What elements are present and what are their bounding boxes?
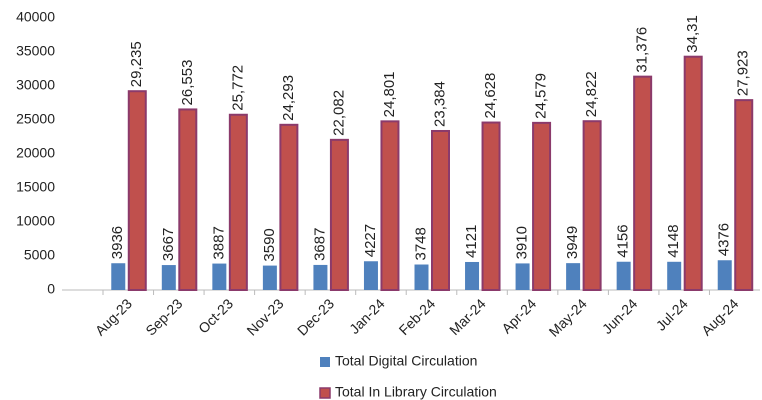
data-label: 4227 <box>362 224 379 257</box>
bar <box>380 120 400 292</box>
x-tick-label: Jun-24 <box>599 295 641 337</box>
bar <box>262 265 277 290</box>
bar <box>212 263 227 290</box>
x-tick-label: Jan-24 <box>346 295 388 337</box>
y-tick-label: 35000 <box>16 43 55 59</box>
y-tick-label: 25000 <box>16 111 55 127</box>
data-label: 3748 <box>412 227 429 260</box>
data-label: 26,553 <box>179 60 196 106</box>
data-label: 24,822 <box>583 71 600 117</box>
bar <box>414 264 429 290</box>
data-label: 24,579 <box>533 73 550 119</box>
bar <box>734 99 754 291</box>
legend-swatch <box>320 357 330 367</box>
bar <box>582 120 602 291</box>
x-tick-label: Dec-23 <box>294 295 337 338</box>
x-tick-label: Sep-23 <box>142 295 185 338</box>
bar <box>481 121 501 291</box>
legend-label: Total Digital Circulation <box>335 353 477 369</box>
data-label: 3887 <box>210 226 227 259</box>
bar <box>717 260 732 290</box>
x-tick-label: Aug-23 <box>92 295 135 338</box>
data-label: 24,628 <box>482 73 499 119</box>
data-label: 4148 <box>665 224 682 257</box>
x-tick-label: Oct-23 <box>195 295 236 336</box>
x-tick-label: Aug-24 <box>698 295 741 338</box>
y-tick-label: 40000 <box>16 9 55 25</box>
data-label: 23,384 <box>431 81 448 127</box>
data-label: 4376 <box>716 223 733 256</box>
data-label: 31,376 <box>634 27 651 73</box>
bar <box>161 265 176 290</box>
bar <box>111 263 126 290</box>
bar <box>363 261 378 290</box>
bar <box>431 129 450 291</box>
bar <box>683 55 703 291</box>
legend-label: Total In Library Circulation <box>335 384 497 400</box>
data-label: 24,801 <box>381 71 398 117</box>
data-label: 3936 <box>109 226 126 259</box>
data-label: 4156 <box>615 224 632 257</box>
bar <box>566 263 581 290</box>
x-tick-label: Feb-24 <box>396 295 439 338</box>
data-label: 3590 <box>261 228 278 261</box>
data-label: 24,293 <box>280 75 297 121</box>
data-label: 4121 <box>463 225 480 258</box>
data-label: 25,772 <box>229 65 246 111</box>
data-label: 3910 <box>514 226 531 259</box>
x-tick-label: Mar-24 <box>446 295 489 338</box>
x-tick-label: Nov-23 <box>243 295 286 338</box>
bar <box>313 264 328 290</box>
data-label: 29,235 <box>128 41 145 87</box>
y-tick-label: 5000 <box>24 247 55 263</box>
bar <box>616 261 631 290</box>
bar <box>667 261 682 290</box>
bar <box>465 261 480 290</box>
data-label: 34,31 <box>684 15 701 53</box>
data-label: 3667 <box>160 228 177 261</box>
bar <box>515 263 530 290</box>
bar <box>127 90 147 292</box>
bar <box>228 113 248 291</box>
bar <box>279 123 299 291</box>
y-tick-label: 15000 <box>16 179 55 195</box>
data-label: 3949 <box>564 226 581 259</box>
y-tick-label: 0 <box>47 281 55 297</box>
bar <box>329 138 349 291</box>
data-label: 27,923 <box>735 50 752 96</box>
y-tick-label: 10000 <box>16 213 55 229</box>
legend-swatch <box>319 387 331 399</box>
data-label: 22,082 <box>330 90 347 136</box>
x-tick-label: Jul-24 <box>653 295 691 333</box>
x-tick-label: Apr-24 <box>498 295 539 336</box>
x-tick-label: May-24 <box>546 295 590 339</box>
y-tick-label: 20000 <box>16 145 55 161</box>
bar <box>178 108 198 291</box>
data-label: 3687 <box>311 228 328 261</box>
bar <box>633 75 653 291</box>
bar <box>532 121 552 292</box>
y-tick-label: 30000 <box>16 77 55 93</box>
